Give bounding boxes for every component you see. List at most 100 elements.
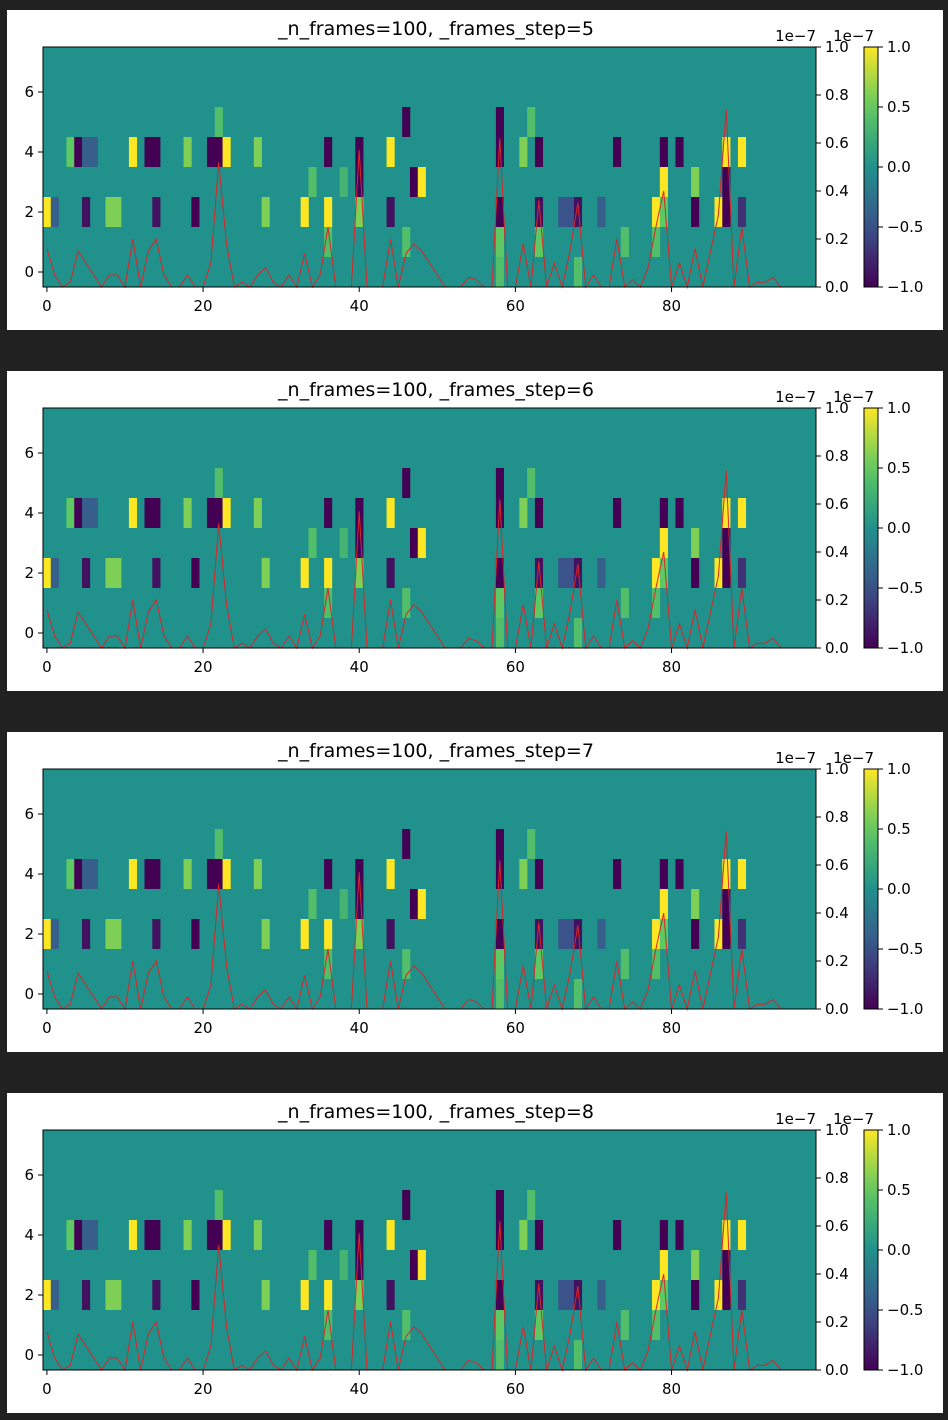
heatmap-cell xyxy=(534,227,544,257)
heatmap-cell xyxy=(222,1220,231,1250)
heatmap-cell xyxy=(89,137,98,167)
heatmap-cell xyxy=(519,137,528,167)
heatmap-cell xyxy=(50,558,59,588)
colorbar xyxy=(863,46,879,288)
heatmap-cell xyxy=(183,859,192,889)
y2-tick-label: 0.0 xyxy=(825,1000,849,1018)
heatmap-cell xyxy=(324,588,333,618)
heatmap-cell xyxy=(495,227,504,257)
x-tick-label: 0 xyxy=(42,1019,52,1037)
heatmap-cell xyxy=(308,528,317,558)
heatmap-cell xyxy=(300,558,309,588)
heatmap-cell xyxy=(402,227,411,257)
y2-offset-label: 1e−7 xyxy=(775,388,816,406)
heatmap-cell xyxy=(402,949,411,979)
heatmap-cell xyxy=(82,919,91,949)
heatmap-cell xyxy=(652,588,661,618)
y2-tick-label: 1.0 xyxy=(825,38,849,56)
heatmap-cell xyxy=(573,1280,583,1310)
heatmap-cell xyxy=(128,498,137,528)
heatmap-cell xyxy=(128,137,137,167)
heatmap-cell xyxy=(652,949,661,979)
heatmap-cell xyxy=(355,197,364,227)
heatmap-cell xyxy=(573,1340,583,1370)
y-tick-label: 0 xyxy=(24,985,34,1003)
y2-tick-label: 0.8 xyxy=(825,1169,849,1187)
heatmap-cell xyxy=(417,889,426,919)
heatmap-cell xyxy=(339,889,348,919)
colorbar-tick-label: 1.0 xyxy=(887,38,911,56)
heatmap-cell xyxy=(152,1280,161,1310)
heatmap-cell xyxy=(128,1220,137,1250)
heatmap-cell xyxy=(652,919,661,949)
heatmap-cell xyxy=(253,1220,262,1250)
heatmap-cell xyxy=(74,859,83,889)
heatmap-cell xyxy=(89,859,98,889)
heatmap-cell xyxy=(152,558,161,588)
heatmap-cell xyxy=(214,107,223,137)
heatmap-cell xyxy=(402,829,411,859)
heatmap-cell xyxy=(214,137,223,167)
heatmap-cell xyxy=(339,528,348,558)
heatmap-cell xyxy=(105,558,114,588)
y2-tick-label: 0.2 xyxy=(825,230,849,248)
heatmap-cell xyxy=(261,197,270,227)
heatmap-cell xyxy=(152,137,161,167)
heatmap-background xyxy=(43,769,816,1009)
y2-tick-label: 0.6 xyxy=(825,1217,849,1235)
heatmap-cell xyxy=(222,859,231,889)
heatmap-cell xyxy=(691,1280,700,1310)
heatmap-cell xyxy=(386,197,395,227)
y2-tick-label: 0.4 xyxy=(825,1265,849,1283)
heatmap-cell xyxy=(534,1220,544,1250)
heatmap-cell xyxy=(558,919,567,949)
y2-offset-label: 1e−7 xyxy=(775,1110,816,1128)
heatmap-cell xyxy=(652,1280,661,1310)
heatmap-cell xyxy=(659,889,668,919)
heatmap-cell xyxy=(675,498,684,528)
y-tick-label: 4 xyxy=(24,1226,34,1244)
colorbar-tick-label: −1.0 xyxy=(887,1361,923,1379)
heatmap-cell xyxy=(339,167,348,197)
heatmap-cell xyxy=(652,1310,661,1340)
heatmap-cell xyxy=(409,1250,419,1280)
heatmap-cell xyxy=(417,1250,426,1280)
heatmap-cell xyxy=(324,197,333,227)
heatmap-cell xyxy=(324,498,333,528)
heatmap-cell xyxy=(222,498,231,528)
heatmap-cell xyxy=(573,979,583,1009)
heatmap-cell xyxy=(409,528,419,558)
x-tick-label: 20 xyxy=(194,658,213,676)
x-tick-label: 20 xyxy=(194,297,213,315)
heatmap-cell xyxy=(722,528,731,558)
colorbar xyxy=(863,407,879,649)
heatmap-cell xyxy=(737,919,747,949)
heatmap-cell xyxy=(612,498,622,528)
y2-tick-label: 0.0 xyxy=(825,639,849,657)
y2-tick-label: 1.0 xyxy=(825,1121,849,1139)
heatmap-cell xyxy=(261,919,270,949)
heatmap-cell xyxy=(659,137,668,167)
heatmap-cell xyxy=(253,859,262,889)
heatmap-cell xyxy=(566,919,575,949)
heatmap-cell xyxy=(402,1190,411,1220)
heatmap-cell xyxy=(206,1220,216,1250)
heatmap-cell xyxy=(558,197,567,227)
colorbar-offset-label: 1e−7 xyxy=(833,749,874,767)
heatmap-cell xyxy=(105,197,114,227)
heatmap-cell xyxy=(495,1220,504,1250)
heatmap-cell xyxy=(495,588,504,618)
chart-title: _n_frames=100, _frames_step=7 xyxy=(278,740,594,762)
heatmap-cell xyxy=(355,1250,364,1280)
colorbar-offset-label: 1e−7 xyxy=(833,1110,874,1128)
heatmap-cell xyxy=(43,197,52,227)
x-tick-label: 40 xyxy=(350,1380,369,1398)
heatmap-cell xyxy=(324,949,333,979)
chart-panel: _n_frames=100, _frames_step=7 0 20 40 60 80 0 2… xyxy=(7,732,943,1052)
heatmap-cell xyxy=(50,919,59,949)
colorbar-tick-label: 0.0 xyxy=(887,158,911,176)
heatmap-cell xyxy=(386,919,395,949)
heatmap-cell xyxy=(66,498,75,528)
heatmap-cell xyxy=(495,829,504,859)
heatmap-cell xyxy=(612,137,622,167)
